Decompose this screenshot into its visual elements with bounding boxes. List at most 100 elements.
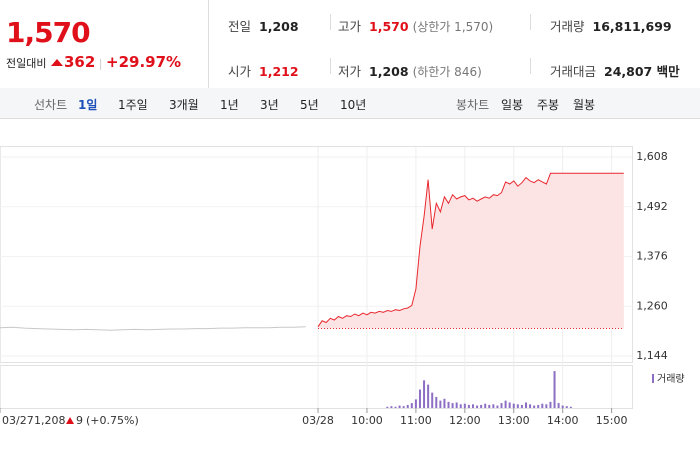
change-box: 전일대비 362 | +29.97% bbox=[6, 53, 182, 71]
volume-bar bbox=[435, 396, 438, 408]
y-tick-label: 1,608 bbox=[636, 150, 668, 163]
volume-bar bbox=[512, 403, 515, 408]
stat-value: 24,807 백만 bbox=[604, 64, 680, 79]
x-tick-label: 15:00 bbox=[596, 414, 628, 427]
volume-bar bbox=[443, 398, 446, 408]
up-icon bbox=[50, 59, 63, 66]
tab-bar: 선차트 1일 1주일 3개월 1년 3년 5년 10년 봉차트 일봉 주봉 월봉 bbox=[0, 88, 700, 119]
x-tick-label: 03/28 bbox=[302, 414, 334, 427]
volume-bar bbox=[549, 401, 552, 408]
volume-bar bbox=[496, 405, 499, 408]
tab[interactable]: 일봉 bbox=[501, 98, 524, 112]
volume-bar bbox=[406, 404, 409, 408]
chart: 1,144 1,260 1,376 1,492 1,608 03/28 10:00 11:00… bbox=[0, 146, 685, 427]
y-tick-label: 1,144 bbox=[636, 349, 668, 362]
stat-label: 전일 bbox=[228, 19, 252, 34]
tab[interactable]: 1일 bbox=[78, 98, 98, 112]
volume-bar bbox=[471, 404, 474, 408]
volume-bar bbox=[467, 404, 470, 408]
volume-bar bbox=[414, 399, 417, 408]
volume-bar bbox=[390, 406, 393, 408]
stat-label: 거래량 bbox=[550, 19, 585, 34]
x-tick-label: 13:00 bbox=[498, 414, 530, 427]
stat-value: 16,811,699 bbox=[592, 19, 672, 34]
volume-bar bbox=[561, 405, 564, 408]
prev-change: 9 bbox=[76, 414, 83, 427]
change: 362 bbox=[63, 53, 96, 71]
volume-bar bbox=[557, 403, 560, 408]
volume-bar bbox=[447, 401, 450, 408]
price: 1,570 bbox=[6, 16, 91, 49]
volume-bar bbox=[386, 406, 389, 408]
stat: 전일 1,208 bbox=[228, 16, 299, 35]
tab[interactable]: 5년 bbox=[300, 98, 319, 112]
stat-note: (하한가 846) bbox=[412, 65, 482, 79]
volume-bar bbox=[541, 403, 544, 408]
volume-bar bbox=[500, 403, 503, 408]
x-tick-label: 14:00 bbox=[547, 414, 579, 427]
volume-bar bbox=[410, 403, 413, 408]
divider bbox=[208, 0, 209, 88]
price-line bbox=[317, 172, 624, 328]
tab-group-label: 봉차트 bbox=[456, 98, 490, 112]
stat: 고가 1,570 (상한가 1,570) bbox=[338, 16, 493, 35]
stat-label: 고가 bbox=[338, 19, 362, 34]
price-line bbox=[0, 326, 306, 331]
stat: 시가 1,212 bbox=[228, 61, 299, 80]
change-pct: +29.97% bbox=[106, 53, 182, 71]
change-label: 전일대비 bbox=[6, 57, 47, 70]
volume-bar bbox=[480, 404, 483, 408]
volume-frame bbox=[0, 365, 633, 409]
volume-bar bbox=[569, 406, 572, 408]
prev-close: 1,208 bbox=[34, 414, 66, 427]
stat-value: 1,208 bbox=[369, 64, 409, 79]
tab[interactable]: 1년 bbox=[220, 98, 239, 112]
tab[interactable]: 10년 bbox=[340, 98, 367, 112]
stat: 거래량 16,811,699 bbox=[550, 16, 672, 35]
volume-bar bbox=[455, 402, 458, 408]
stat: 저가 1,208 (하한가 846) bbox=[338, 61, 482, 80]
stat-note: (상한가 1,570) bbox=[412, 20, 494, 34]
x-tick-label: 11:00 bbox=[400, 414, 432, 427]
tab[interactable]: 1주일 bbox=[118, 98, 148, 112]
divider bbox=[530, 14, 531, 30]
volume-bar bbox=[488, 404, 491, 408]
volume-bar bbox=[394, 406, 397, 408]
volume-bar bbox=[398, 405, 401, 408]
volume-bar bbox=[508, 402, 511, 408]
x-tick-label: 03/27 bbox=[2, 414, 34, 427]
volume-bar bbox=[537, 404, 540, 408]
tab[interactable]: 월봉 bbox=[573, 98, 596, 112]
tab-group-label: 선차트 bbox=[34, 98, 68, 112]
volume-bar bbox=[476, 405, 479, 408]
divider bbox=[330, 14, 331, 30]
volume-bar bbox=[451, 403, 454, 408]
volume-bar bbox=[459, 404, 462, 408]
volume-bar bbox=[484, 403, 487, 408]
volume-bar bbox=[418, 389, 421, 408]
tab[interactable]: 3년 bbox=[260, 98, 279, 112]
y-tick-label: 1,492 bbox=[636, 200, 668, 213]
volume-bar bbox=[516, 404, 519, 408]
stat-label: 거래대금 bbox=[550, 64, 597, 79]
volume-bar bbox=[463, 403, 466, 408]
x-tick-label: 10:00 bbox=[351, 414, 383, 427]
volume-bar bbox=[529, 404, 532, 408]
volume-bar bbox=[431, 392, 434, 408]
stat-value: 1,570 bbox=[369, 19, 409, 34]
volume-bar bbox=[504, 400, 507, 408]
volume-bar bbox=[553, 371, 556, 408]
stat-label: 저가 bbox=[338, 64, 362, 79]
stat: 거래대금 24,807 백만 bbox=[550, 61, 680, 80]
legend-label: 거래량 bbox=[657, 373, 685, 385]
volume-bar bbox=[427, 384, 430, 408]
volume-bar bbox=[423, 380, 426, 408]
volume-bar bbox=[533, 405, 536, 408]
area bbox=[318, 173, 624, 329]
volume-bar bbox=[545, 404, 548, 408]
volume-bar bbox=[492, 404, 495, 408]
divider bbox=[530, 58, 531, 74]
tab[interactable]: 주봉 bbox=[537, 98, 560, 112]
tab[interactable]: 3개월 bbox=[169, 98, 199, 112]
